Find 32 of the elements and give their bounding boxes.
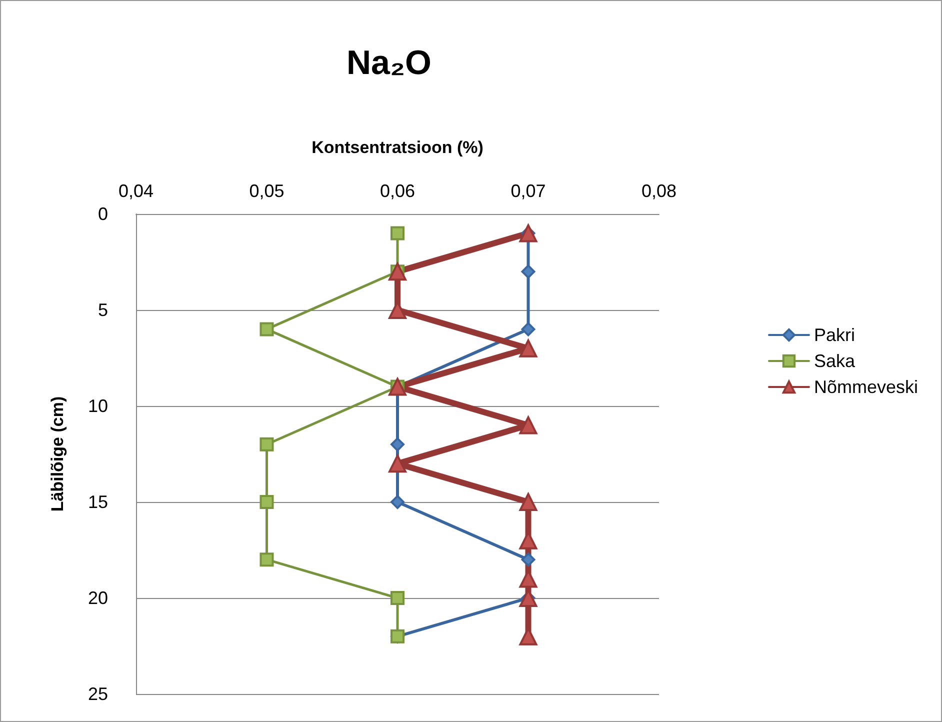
point — [521, 322, 536, 336]
legend-label: Pakri — [814, 325, 855, 345]
y-tick-label: 15 — [88, 492, 108, 512]
y-tick-label: 5 — [98, 300, 108, 320]
y-axis-title: Läbilõige (cm) — [48, 396, 67, 512]
x-tick-label: 0,04 — [118, 181, 154, 201]
point — [521, 552, 536, 567]
point — [260, 322, 274, 336]
point — [388, 454, 406, 473]
point — [519, 493, 538, 511]
point — [390, 591, 404, 605]
x-axis-title: Kontsentratsioon (%) — [312, 138, 484, 157]
point — [260, 495, 274, 509]
y-tick-label: 10 — [88, 396, 108, 416]
y-tick-label: 0 — [98, 204, 108, 224]
y-tick-label: 25 — [88, 684, 108, 704]
x-tick-label: 0,08 — [641, 181, 677, 201]
point — [260, 437, 274, 452]
legend-label: Nõmmeveski — [814, 377, 918, 397]
point — [390, 226, 404, 240]
point — [519, 416, 538, 434]
chart-title: Na₂O — [346, 44, 432, 82]
x-tick-label: 0,05 — [249, 181, 284, 201]
y-tick-label: 20 — [88, 588, 108, 608]
x-tick-label: 0,06 — [380, 181, 416, 201]
point — [521, 264, 536, 279]
point — [390, 495, 404, 509]
x-tick-label: 0,07 — [510, 181, 546, 201]
point — [519, 339, 538, 358]
legend-label: Saka — [814, 351, 856, 371]
point — [260, 552, 274, 567]
point — [390, 437, 404, 452]
